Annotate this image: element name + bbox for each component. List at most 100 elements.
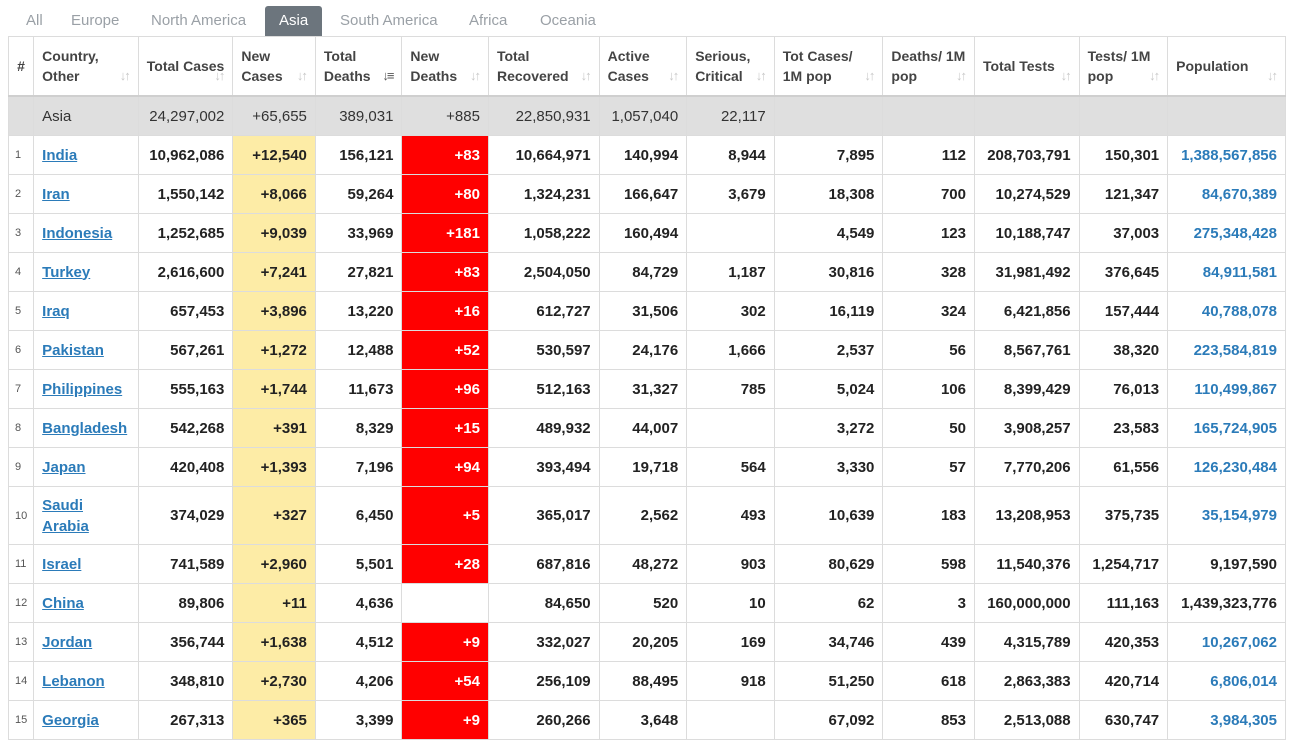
- sort-arrows-icon[interactable]: ↓↑: [214, 68, 225, 83]
- cases-1m-cell: 16,119: [773, 291, 884, 331]
- column-header-label: Total Tests: [982, 58, 1055, 74]
- new-deaths-cell: +54: [401, 661, 489, 701]
- serious-cell: [686, 408, 775, 448]
- country-link[interactable]: Bangladesh: [42, 419, 128, 437]
- total-tests-cell: 2,513,088: [973, 700, 1080, 740]
- column-header-new-deaths[interactable]: New Deaths ↓↑: [401, 36, 489, 97]
- serious-cell: 918: [686, 661, 775, 701]
- active-cases-cell: 166,647: [598, 174, 688, 214]
- tab-europe[interactable]: Europe: [71, 12, 120, 29]
- country-link[interactable]: Iran: [42, 185, 70, 203]
- tab-south-america[interactable]: South America: [340, 12, 438, 29]
- deaths-1m-cell: 853: [882, 700, 975, 740]
- new-deaths-cell: [401, 583, 489, 623]
- country-link[interactable]: Turkey: [42, 263, 91, 281]
- column-header-label: Tests/ 1M pop: [1087, 48, 1151, 84]
- country-link[interactable]: Indonesia: [42, 224, 113, 242]
- country-link[interactable]: Saudi Arabia: [42, 496, 89, 535]
- country-link[interactable]: Iraq: [42, 302, 70, 320]
- country-link[interactable]: Pakistan: [42, 341, 104, 359]
- tab-africa[interactable]: Africa: [469, 12, 508, 29]
- sort-arrows-icon[interactable]: ↓↑: [1060, 68, 1072, 83]
- covid-table: # Country, Other ↓↑ Total Cases ↓↑ New Cases ↓…: [7, 36, 1286, 740]
- new-cases-cell: +12,540: [232, 135, 316, 175]
- sort-arrows-icon[interactable]: ↓↑: [469, 68, 481, 83]
- table-row: 9 Japan 420,408 +1,393 7,196 +94 393,494 19,718…: [7, 447, 1286, 487]
- column-header-total-cases[interactable]: Total Cases ↓↑: [137, 36, 234, 97]
- tests-1m-cell: 38,320: [1078, 330, 1169, 370]
- sort-arrows-icon[interactable]: ↓↑: [955, 68, 967, 83]
- sort-arrows-icon[interactable]: ↓↑: [668, 68, 679, 83]
- new-deaths-cell: +181: [401, 213, 489, 253]
- row-index: 15: [7, 700, 35, 740]
- column-header-deaths-1m-pop[interactable]: Deaths/ 1M pop ↓↑: [882, 36, 975, 97]
- country-cell: India: [33, 135, 139, 175]
- country-link[interactable]: Israel: [42, 555, 82, 573]
- row-index: 12: [7, 583, 35, 623]
- column-header-active-cases[interactable]: Active Cases ↓↑: [598, 36, 688, 97]
- total-cases-1m: [773, 95, 884, 136]
- tests-1m-cell: 23,583: [1078, 408, 1169, 448]
- new-cases-cell: +391: [232, 408, 316, 448]
- country-cell: Indonesia: [33, 213, 139, 253]
- serious-cell: 903: [686, 544, 775, 584]
- tests-1m-cell: 111,163: [1078, 583, 1169, 623]
- column-header-serious-critical[interactable]: Serious, Critical ↓↑: [686, 36, 775, 97]
- active-cases-cell: 88,495: [598, 661, 688, 701]
- serious-cell: 302: [686, 291, 775, 331]
- new-cases-cell: +327: [232, 486, 316, 545]
- column-header-label: Deaths/ 1M pop: [891, 48, 966, 84]
- column-header-label: #: [17, 58, 25, 74]
- total-new-deaths: +885: [401, 95, 489, 136]
- column-header-label: Total Cases: [146, 58, 225, 74]
- new-cases-cell: +2,730: [232, 661, 316, 701]
- country-link[interactable]: China: [42, 594, 84, 612]
- country-link[interactable]: Lebanon: [42, 672, 105, 690]
- cases-1m-cell: 5,024: [773, 369, 884, 409]
- sort-arrows-icon[interactable]: ↓↑: [580, 68, 592, 83]
- tests-1m-cell: 376,645: [1078, 252, 1169, 292]
- new-deaths-cell: +28: [401, 544, 489, 584]
- sort-arrows-icon[interactable]: ↓↑: [296, 68, 308, 83]
- country-link[interactable]: India: [42, 146, 78, 164]
- column-header-country-other[interactable]: Country, Other ↓↑: [33, 36, 139, 97]
- column-header-population[interactable]: Population ↓↑: [1167, 36, 1286, 97]
- column-header-total-recovered[interactable]: Total Recovered ↓↑: [487, 36, 600, 97]
- sort-arrows-icon[interactable]: ↓↑: [864, 68, 875, 83]
- total-cases-cell: 348,810: [137, 661, 234, 701]
- table-row: 6 Pakistan 567,261 +1,272 12,488 +52 530,597 24…: [7, 330, 1286, 370]
- table-row: 4 Turkey 2,616,600 +7,241 27,821 +83 2,504,050…: [7, 252, 1286, 292]
- tab-all[interactable]: All: [26, 12, 43, 29]
- column-header-tot-cases-1m-pop[interactable]: Tot Cases/ 1M pop ↓↑: [773, 36, 884, 97]
- active-cases-cell: 19,718: [598, 447, 688, 487]
- column-header-total-tests[interactable]: Total Tests ↓↑: [973, 36, 1080, 97]
- total-deaths-cell: 4,206: [314, 661, 403, 701]
- country-link[interactable]: Jordan: [42, 633, 93, 651]
- sort-arrows-icon[interactable]: ↓↑: [1149, 68, 1160, 83]
- country-cell: Japan: [33, 447, 139, 487]
- country-link[interactable]: Georgia: [42, 711, 99, 729]
- total-deaths-cell: 27,821: [314, 252, 403, 292]
- column-header-total-deaths[interactable]: Total Deaths ↓≡: [314, 36, 403, 97]
- country-link[interactable]: Philippines: [42, 380, 123, 398]
- tab-oceania[interactable]: Oceania: [540, 12, 596, 29]
- total-cases-cell: 567,261: [137, 330, 234, 370]
- total-recovered-cell: 260,266: [487, 700, 600, 740]
- sort-arrows-icon[interactable]: ↓↑: [755, 68, 767, 83]
- column-header-tests-1m-pop[interactable]: Tests/ 1M pop ↓↑: [1078, 36, 1169, 97]
- column-header-new-cases[interactable]: New Cases ↓↑: [232, 36, 316, 97]
- country-link[interactable]: Japan: [42, 458, 86, 476]
- column-header-index[interactable]: #: [7, 36, 35, 97]
- tab-asia[interactable]: Asia: [265, 6, 323, 36]
- sort-arrows-icon[interactable]: ↓≡: [382, 68, 394, 83]
- sort-arrows-icon[interactable]: ↓↑: [1267, 68, 1278, 83]
- total-cases-cell: 1,550,142: [137, 174, 234, 214]
- serious-cell: 8,944: [686, 135, 775, 175]
- tab-north-america[interactable]: North America: [151, 12, 247, 29]
- total-recovered-cell: 1,058,222: [487, 213, 600, 253]
- row-index: 11: [7, 544, 35, 584]
- deaths-1m-cell: 123: [882, 213, 975, 253]
- row-index: 1: [7, 135, 35, 175]
- population-cell: 275,348,428: [1167, 213, 1286, 253]
- sort-arrows-icon[interactable]: ↓↑: [119, 68, 131, 83]
